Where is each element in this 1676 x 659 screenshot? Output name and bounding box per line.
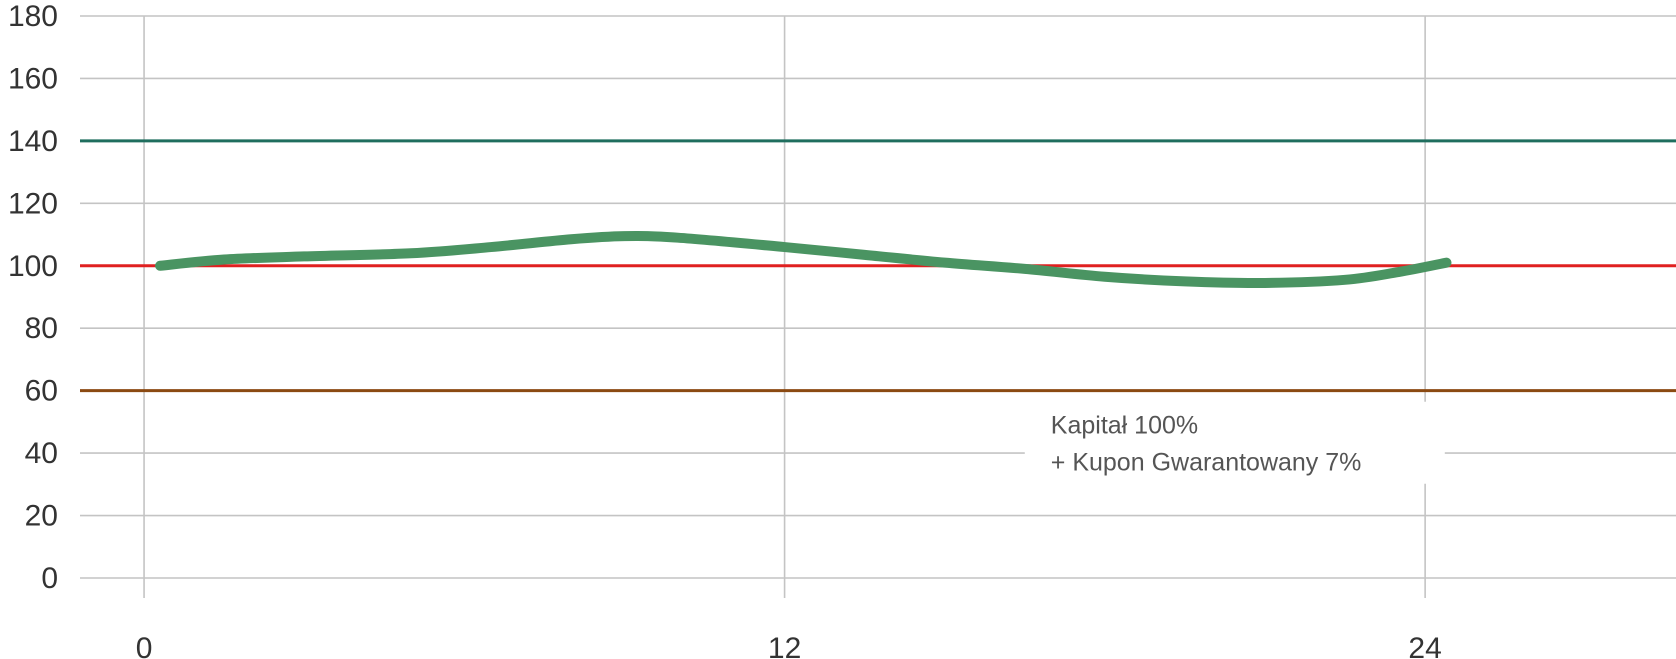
series-line (155, 230, 1452, 288)
annotation: Kapitał 100% + Kupon Gwarantowany 7% (1024, 401, 1445, 484)
y-tick-label: 80 (25, 312, 58, 345)
grid-layer (80, 15, 1676, 598)
x-tick-label: 12 (768, 632, 801, 659)
annotation-line-2: + Kupon Gwarantowany 7% (1051, 449, 1362, 477)
y-tick-label: 120 (8, 187, 58, 220)
y-tick-label: 160 (8, 62, 58, 95)
x-tick-label: 24 (1408, 632, 1441, 659)
series-layer (155, 230, 1452, 288)
y-tick-label: 60 (25, 375, 58, 408)
y-tick-label: 180 (8, 0, 58, 33)
y-tick-label: 40 (25, 437, 58, 470)
tick-labels: 0 20 40 60 80 100 120 140 160 180 0 12 24 (8, 0, 1442, 659)
y-tick-label: 140 (8, 125, 58, 158)
annotation-line-1: Kapitał 100% (1051, 412, 1198, 440)
x-tick-label: 0 (136, 632, 153, 659)
y-tick-label: 100 (8, 250, 58, 283)
y-tick-label: 20 (25, 500, 58, 533)
annotation-background (1024, 401, 1445, 484)
y-tick-label: 0 (41, 562, 58, 595)
